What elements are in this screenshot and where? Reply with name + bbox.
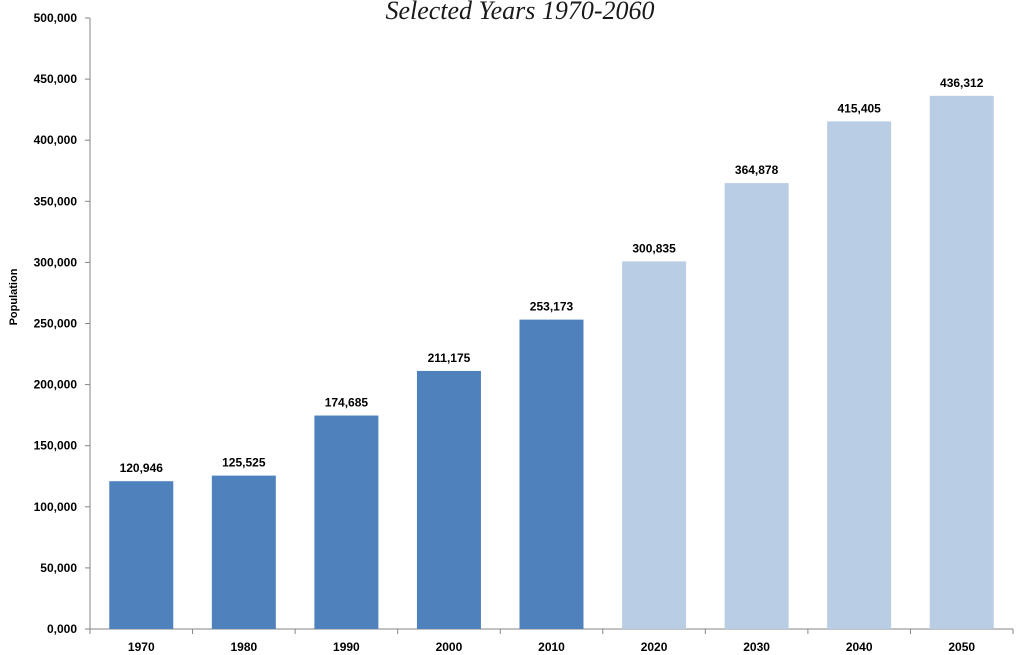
data-label-1970: 120,946	[120, 461, 164, 475]
x-tick-label: 1970	[128, 640, 155, 654]
bar-2000	[416, 370, 481, 629]
x-tick-label: 2040	[846, 640, 873, 654]
y-tick-label: 150,000	[34, 439, 78, 453]
bar-2050	[929, 95, 994, 630]
bar-2030	[724, 183, 789, 629]
y-tick-label: 450,000	[34, 72, 78, 86]
x-tick-label: 2030	[743, 640, 770, 654]
data-label-2040: 415,405	[837, 101, 881, 115]
bar-2010	[519, 319, 584, 629]
data-labels: 120,946 125,525 174,685 211,175 253,173 300,8…	[120, 76, 984, 475]
data-label-2050: 436,312	[940, 76, 984, 90]
x-tick-label: 1980	[230, 640, 257, 654]
y-tick-label: 300,000	[34, 255, 78, 269]
data-label-2020: 300,835	[632, 241, 676, 255]
x-tick-label: 2000	[436, 640, 463, 654]
bar-1980	[211, 475, 276, 629]
y-tick-label: 400,000	[34, 133, 78, 147]
y-tick-label: 350,000	[34, 194, 78, 208]
chart-title: Selected Years 1970-2060	[385, 0, 655, 25]
y-tick-label: 100,000	[34, 500, 78, 514]
data-label-1980: 125,525	[222, 456, 266, 470]
x-tick-label: 1990	[333, 640, 360, 654]
data-label-1990: 174,685	[325, 396, 369, 410]
data-label-2000: 211,175	[428, 351, 471, 365]
data-label-2010: 253,173	[530, 300, 574, 314]
x-tick-label: 2010	[538, 640, 565, 654]
bar-1990	[314, 415, 379, 629]
data-label-2030: 364,878	[735, 163, 779, 177]
bar-1970	[109, 481, 174, 629]
y-tick-label: 500,000	[34, 11, 78, 25]
y-tick-label: 50,000	[40, 561, 77, 575]
y-tick-label: 0,000	[47, 622, 77, 636]
x-tick-label: 2020	[641, 640, 668, 654]
x-tick-label: 2050	[948, 640, 975, 654]
y-tick-label: 200,000	[34, 378, 78, 392]
bar-2020	[622, 261, 687, 629]
bars	[109, 95, 994, 630]
y-axis-label: Population	[8, 268, 20, 325]
bar-2040	[827, 121, 892, 629]
y-tick-label: 250,000	[34, 317, 78, 331]
